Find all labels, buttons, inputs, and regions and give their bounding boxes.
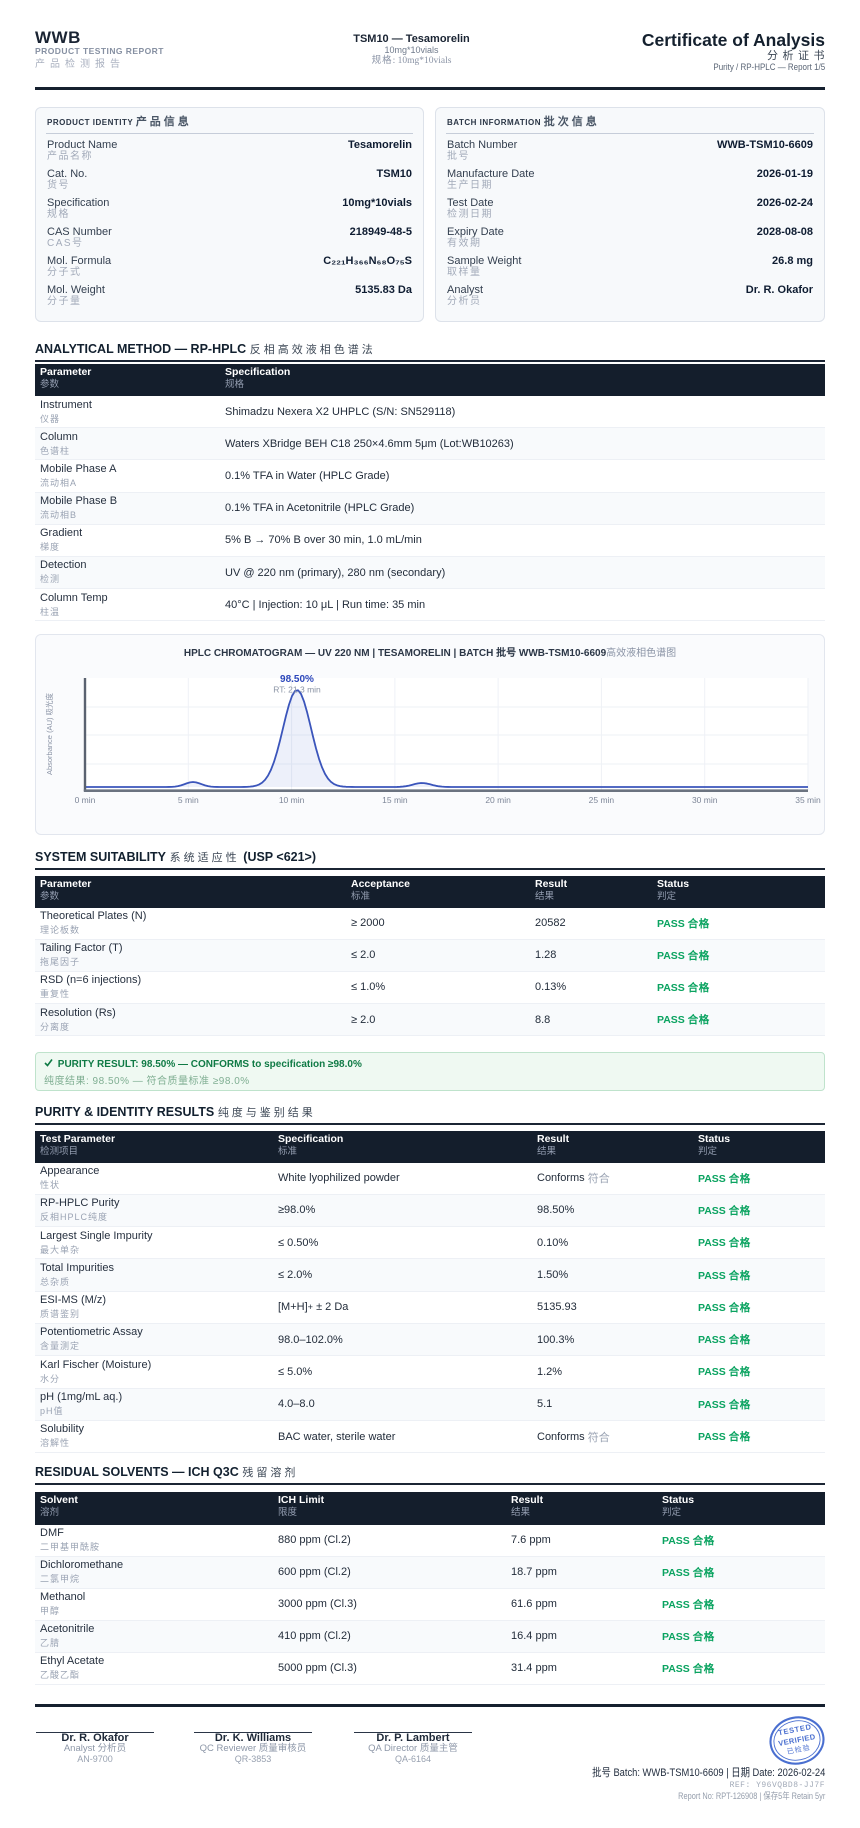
svg-text:98.50%: 98.50%	[280, 674, 314, 685]
svg-text:5 min: 5 min	[178, 795, 199, 805]
svg-text:0 min: 0 min	[75, 795, 96, 805]
svg-text:30 min: 30 min	[692, 795, 718, 805]
svg-text:15 min: 15 min	[382, 795, 408, 805]
svg-text:10 min: 10 min	[279, 795, 305, 805]
svg-text:Absorbance (AU) 吸光度: Absorbance (AU) 吸光度	[44, 692, 54, 775]
svg-text:20 min: 20 min	[485, 795, 511, 805]
svg-text:25 min: 25 min	[589, 795, 615, 805]
svg-text:35 min: 35 min	[795, 795, 821, 805]
svg-text:RT: 21.3 min: RT: 21.3 min	[273, 685, 321, 695]
